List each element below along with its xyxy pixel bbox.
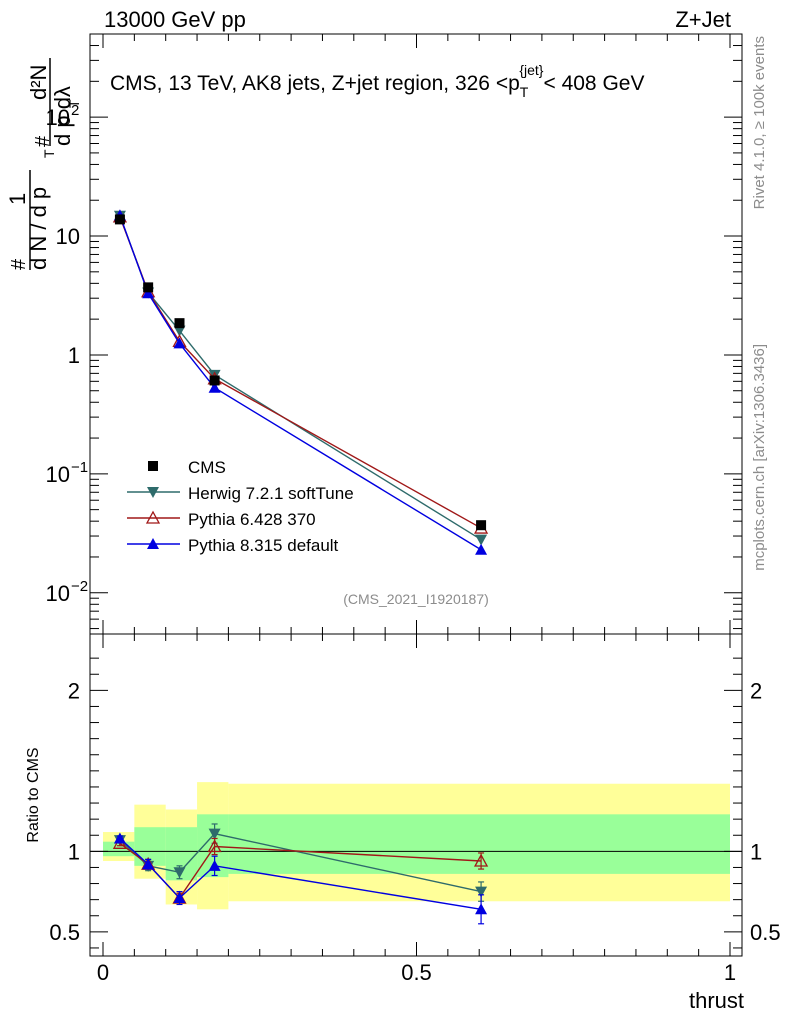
pythia-8-315-default-point	[142, 287, 155, 299]
ratio-y-tick-label: 2	[68, 678, 80, 703]
y-label-sub-t-1: T	[41, 149, 57, 158]
x-tick-label: 1	[724, 960, 736, 985]
pythia-6-428-370-ratio-point	[207, 839, 222, 853]
legend-label: Pythia 8.315 default	[188, 536, 339, 555]
pythia-8-315-default-ratio-point	[475, 903, 488, 915]
chart-title-tail: < 408 GeV	[543, 72, 644, 95]
legend-marker	[145, 510, 161, 524]
y-label-sub-t-2: T	[66, 99, 82, 108]
chart-title-main: CMS, 13 TeV, AK8 jets, Z+jet region, 326…	[110, 72, 520, 95]
ratio-y-tick-label-right: 2	[750, 678, 762, 703]
rivet-label: Rivet 4.1.0, ≥ 100k events	[751, 36, 768, 209]
legend: CMS Herwig 7.2.1 softTune Pythia 6.428 370…	[127, 458, 354, 555]
legend-marker	[147, 538, 159, 549]
legend-marker	[147, 487, 159, 498]
cms-point	[476, 520, 487, 531]
y-axis-label: # 1 d N / d p T # d²N d p dλ T	[5, 58, 82, 270]
main-series-group	[112, 209, 489, 555]
x-tick-label: 0	[97, 960, 109, 985]
ratio-plot-border	[89, 633, 743, 957]
pythia-8-315-default-point	[208, 381, 221, 393]
mcplots-label: mcplots.cern.ch [arXiv:1306.3436]	[751, 344, 768, 571]
cms-point	[143, 282, 154, 293]
inner-band-bin	[228, 814, 730, 874]
inner-band-bin	[134, 827, 166, 866]
cms-point	[209, 375, 220, 386]
y-label-d2n: d²N	[26, 65, 51, 100]
chart-title: CMS, 13 TeV, AK8 jets, Z+jet region, 326…	[110, 62, 644, 100]
y-label-one: 1	[5, 193, 30, 205]
y-tick-label: 10	[56, 224, 80, 249]
ratio-uncertainty-bands	[103, 782, 730, 910]
legend-label: CMS	[188, 458, 226, 477]
x-axis-label: thrust	[689, 988, 744, 1013]
energy-label: 13000 GeV pp	[104, 7, 246, 32]
legend-marker	[148, 461, 158, 471]
y-tick-label: 1	[68, 343, 80, 368]
ratio-y-tick-label: 1	[68, 839, 80, 864]
legend-item-pythia-6-428-370: Pythia 6.428 370	[127, 510, 316, 529]
herwig-7-2-1-softtune-point	[208, 369, 221, 381]
pythia-8-315-default-point	[475, 543, 488, 555]
pythia-8-315-default-ratio-point	[113, 832, 126, 844]
ratio-plot-frame: 0 0.5 1 0.5 0.5 1 1 2 2	[49, 633, 781, 985]
y-tick-exponent: 2	[71, 102, 79, 119]
y-tick-exponent: −1	[71, 459, 88, 476]
process-label: Z+Jet	[675, 7, 731, 32]
herwig-7-2-1-softtune-ratio-point	[208, 828, 221, 840]
chart-title-sup: {jet}	[519, 62, 543, 78]
pythia-8-315-default-ratio-point	[142, 858, 155, 870]
y-label-dpt-dl: d p dλ	[50, 86, 75, 146]
herwig-7-2-1-softtune-point	[475, 534, 488, 546]
legend-item-pythia-8-315-default: Pythia 8.315 default	[127, 536, 339, 555]
pythia-6-428-370-line	[119, 216, 482, 529]
y-tick-label: 10	[46, 462, 70, 487]
y-label-hash-1: #	[8, 258, 30, 270]
ratio-y-tick-label-right: 1	[750, 839, 762, 864]
ratio-series-group	[112, 823, 489, 925]
analysis-tag: (CMS_2021_I1920187)	[343, 591, 489, 607]
ratio-y-axis-label: Ratio to CMS	[25, 747, 42, 842]
herwig-7-2-1-softtune-point	[173, 325, 186, 337]
legend-label: Pythia 6.428 370	[188, 510, 316, 529]
ratio-y-tick-label: 0.5	[49, 920, 80, 945]
y-tick-label: 10	[46, 581, 70, 606]
y-tick-exponent: −2	[71, 578, 88, 595]
x-tick-label: 0.5	[401, 960, 432, 985]
pythia-8-315-default-ratio-point	[173, 892, 186, 904]
herwig-7-2-1-softtune-ratio-point	[475, 886, 488, 898]
legend-item-herwig-7-2-1-softtune: Herwig 7.2.1 softTune	[127, 484, 354, 503]
herwig-7-2-1-softtune-ratio-point	[173, 867, 186, 879]
pythia-6-428-370-ratio-point	[473, 853, 489, 867]
cms-point	[114, 214, 125, 225]
ratio-y-tick-label-right: 0.5	[750, 920, 781, 945]
y-label-hash-2: #	[32, 135, 54, 147]
chart-title-sub: T	[520, 84, 529, 100]
legend-label: Herwig 7.2.1 softTune	[188, 484, 354, 503]
pythia-8-315-default-ratio-point	[208, 859, 221, 871]
cms-point	[174, 318, 185, 329]
pythia-8-315-default-point	[173, 337, 186, 349]
legend-item-cms: CMS	[148, 458, 226, 477]
